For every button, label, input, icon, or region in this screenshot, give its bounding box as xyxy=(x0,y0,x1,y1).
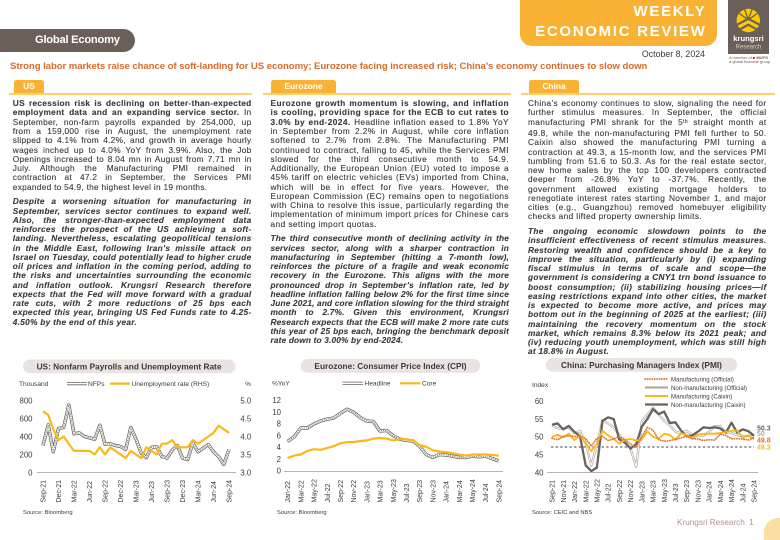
svg-text:Jun-23: Jun-23 xyxy=(149,481,156,503)
svg-text:Jul-24: Jul-24 xyxy=(740,483,747,502)
svg-text:Sep-23: Sep-23 xyxy=(684,480,691,503)
svg-text:Mar-22: Mar-22 xyxy=(583,480,590,502)
svg-text:800: 800 xyxy=(19,396,33,405)
svg-text:Index: Index xyxy=(532,382,549,389)
svg-text:Mar-23: Mar-23 xyxy=(134,480,141,502)
svg-text:2: 2 xyxy=(277,455,281,464)
svg-text:4.0: 4.0 xyxy=(240,432,252,441)
svg-text:Jul-22: Jul-22 xyxy=(606,483,613,502)
svg-text:krungsri: krungsri xyxy=(733,34,763,43)
svg-text:Sep-24: Sep-24 xyxy=(752,480,759,503)
svg-text:Mar-22: Mar-22 xyxy=(72,480,79,502)
svg-text:NFPs: NFPs xyxy=(88,381,105,388)
svg-text:Nov-22: Nov-22 xyxy=(351,480,358,503)
svg-text:Source: CEIC and NBS: Source: CEIC and NBS xyxy=(532,510,592,516)
svg-text:50.3: 50.3 xyxy=(757,425,771,432)
svg-text:May-22: May-22 xyxy=(595,479,602,502)
svg-text:Jan-24: Jan-24 xyxy=(707,481,714,503)
svg-text:Jun-22: Jun-22 xyxy=(87,481,94,503)
svg-text:Sep-24: Sep-24 xyxy=(227,480,234,503)
svg-text:4.5: 4.5 xyxy=(240,414,252,423)
svg-text:50: 50 xyxy=(757,431,765,438)
svg-text:Dec-21: Dec-21 xyxy=(56,480,63,503)
svg-text:Nov-23: Nov-23 xyxy=(430,480,437,503)
svg-text:5.0: 5.0 xyxy=(240,396,252,405)
svg-text:Jan-23: Jan-23 xyxy=(639,481,646,503)
svg-text:Sep-22: Sep-22 xyxy=(103,480,110,503)
svg-text:Jul-22: Jul-22 xyxy=(325,483,332,502)
svg-text:Sep-22: Sep-22 xyxy=(617,480,624,503)
svg-text:May-23: May-23 xyxy=(391,479,398,502)
svg-text:Thousand: Thousand xyxy=(19,381,49,388)
svg-text:%YoY: %YoY xyxy=(272,381,290,388)
svg-text:Jan-24: Jan-24 xyxy=(444,481,451,503)
svg-text:Jun-24: Jun-24 xyxy=(211,481,218,503)
svg-text:3.0: 3.0 xyxy=(240,468,252,477)
svg-text:Unemployment rate (RHS): Unemployment rate (RHS) xyxy=(132,381,210,388)
svg-text:Nov-22: Nov-22 xyxy=(628,480,635,503)
svg-text:49.8: 49.8 xyxy=(757,438,771,445)
svg-text:12: 12 xyxy=(272,396,281,405)
svg-text:May-22: May-22 xyxy=(312,479,319,502)
svg-text:Sep-22: Sep-22 xyxy=(338,480,345,503)
svg-text:May-24: May-24 xyxy=(470,479,477,502)
svg-text:0: 0 xyxy=(28,468,33,477)
svg-text:Sep-23: Sep-23 xyxy=(165,480,172,503)
svg-text:Sep-21: Sep-21 xyxy=(550,480,557,503)
svg-text:4: 4 xyxy=(277,443,282,452)
svg-text:Sep-23: Sep-23 xyxy=(417,480,424,503)
svg-text:Jul-23: Jul-23 xyxy=(673,483,680,502)
svg-text:Non-manufacturing (Caixin): Non-manufacturing (Caixin) xyxy=(671,402,746,409)
svg-text:60: 60 xyxy=(535,397,544,406)
svg-text:Manufacturing (Official): Manufacturing (Official) xyxy=(671,376,734,383)
svg-text:Sep-21: Sep-21 xyxy=(41,480,48,503)
svg-text:May-24: May-24 xyxy=(729,479,736,502)
svg-text:Sep-24: Sep-24 xyxy=(496,480,503,503)
svg-text:Dec-22: Dec-22 xyxy=(118,480,125,503)
svg-text:Dec-23: Dec-23 xyxy=(180,480,187,503)
svg-text:8: 8 xyxy=(277,420,281,429)
svg-text:Jul-24: Jul-24 xyxy=(483,483,490,502)
svg-text:49.3: 49.3 xyxy=(757,445,771,452)
svg-text:Jan-23: Jan-23 xyxy=(364,481,371,503)
svg-text:6: 6 xyxy=(277,431,281,440)
svg-text:Non-manufacturing (Official): Non-manufacturing (Official) xyxy=(671,385,747,392)
svg-text:Headline: Headline xyxy=(365,381,391,388)
svg-text:Mar-24: Mar-24 xyxy=(457,480,464,502)
svg-text:40: 40 xyxy=(535,468,544,477)
svg-text:3.5: 3.5 xyxy=(240,450,252,459)
svg-text:Eurozone: Consumer Price Index: Eurozone: Consumer Price Index (CPI) xyxy=(314,361,466,371)
svg-text:Mar-24: Mar-24 xyxy=(718,480,725,502)
svg-text:Source: Bloomberg: Source: Bloomberg xyxy=(23,510,73,516)
svg-text:10: 10 xyxy=(272,408,281,417)
svg-text:Jan-22: Jan-22 xyxy=(572,481,579,503)
svg-text:50: 50 xyxy=(535,433,544,442)
svg-text:May-23: May-23 xyxy=(662,479,669,502)
svg-text:0: 0 xyxy=(277,467,282,476)
svg-text:Jan-22: Jan-22 xyxy=(285,481,292,503)
svg-text:Mar-23: Mar-23 xyxy=(378,480,385,502)
svg-text:Mar-24: Mar-24 xyxy=(196,480,203,502)
svg-text:400: 400 xyxy=(19,432,33,441)
svg-text:Nov-23: Nov-23 xyxy=(696,480,703,503)
svg-text:Mar-23: Mar-23 xyxy=(651,480,658,502)
svg-text:Manufacturing (Caixin): Manufacturing (Caixin) xyxy=(671,393,732,400)
svg-text:China: Purchasing Managers Ind: China: Purchasing Managers Index (PMI) xyxy=(561,360,722,370)
svg-text:%: % xyxy=(245,381,251,388)
svg-text:Core: Core xyxy=(422,381,437,388)
svg-text:Source: Bloomberg: Source: Bloomberg xyxy=(277,510,327,516)
svg-text:45: 45 xyxy=(535,451,544,460)
svg-text:Mar-22: Mar-22 xyxy=(298,480,305,502)
svg-text:Research: Research xyxy=(736,45,762,51)
svg-text:US: Nonfarm Payrolls and Unemp: US: Nonfarm Payrolls and Unemployment Ra… xyxy=(37,362,222,372)
svg-text:Jul-23: Jul-23 xyxy=(404,483,411,502)
svg-text:600: 600 xyxy=(19,414,33,423)
svg-text:55: 55 xyxy=(535,415,544,424)
svg-text:200: 200 xyxy=(19,450,33,459)
svg-text:Nov-21: Nov-21 xyxy=(561,480,568,503)
